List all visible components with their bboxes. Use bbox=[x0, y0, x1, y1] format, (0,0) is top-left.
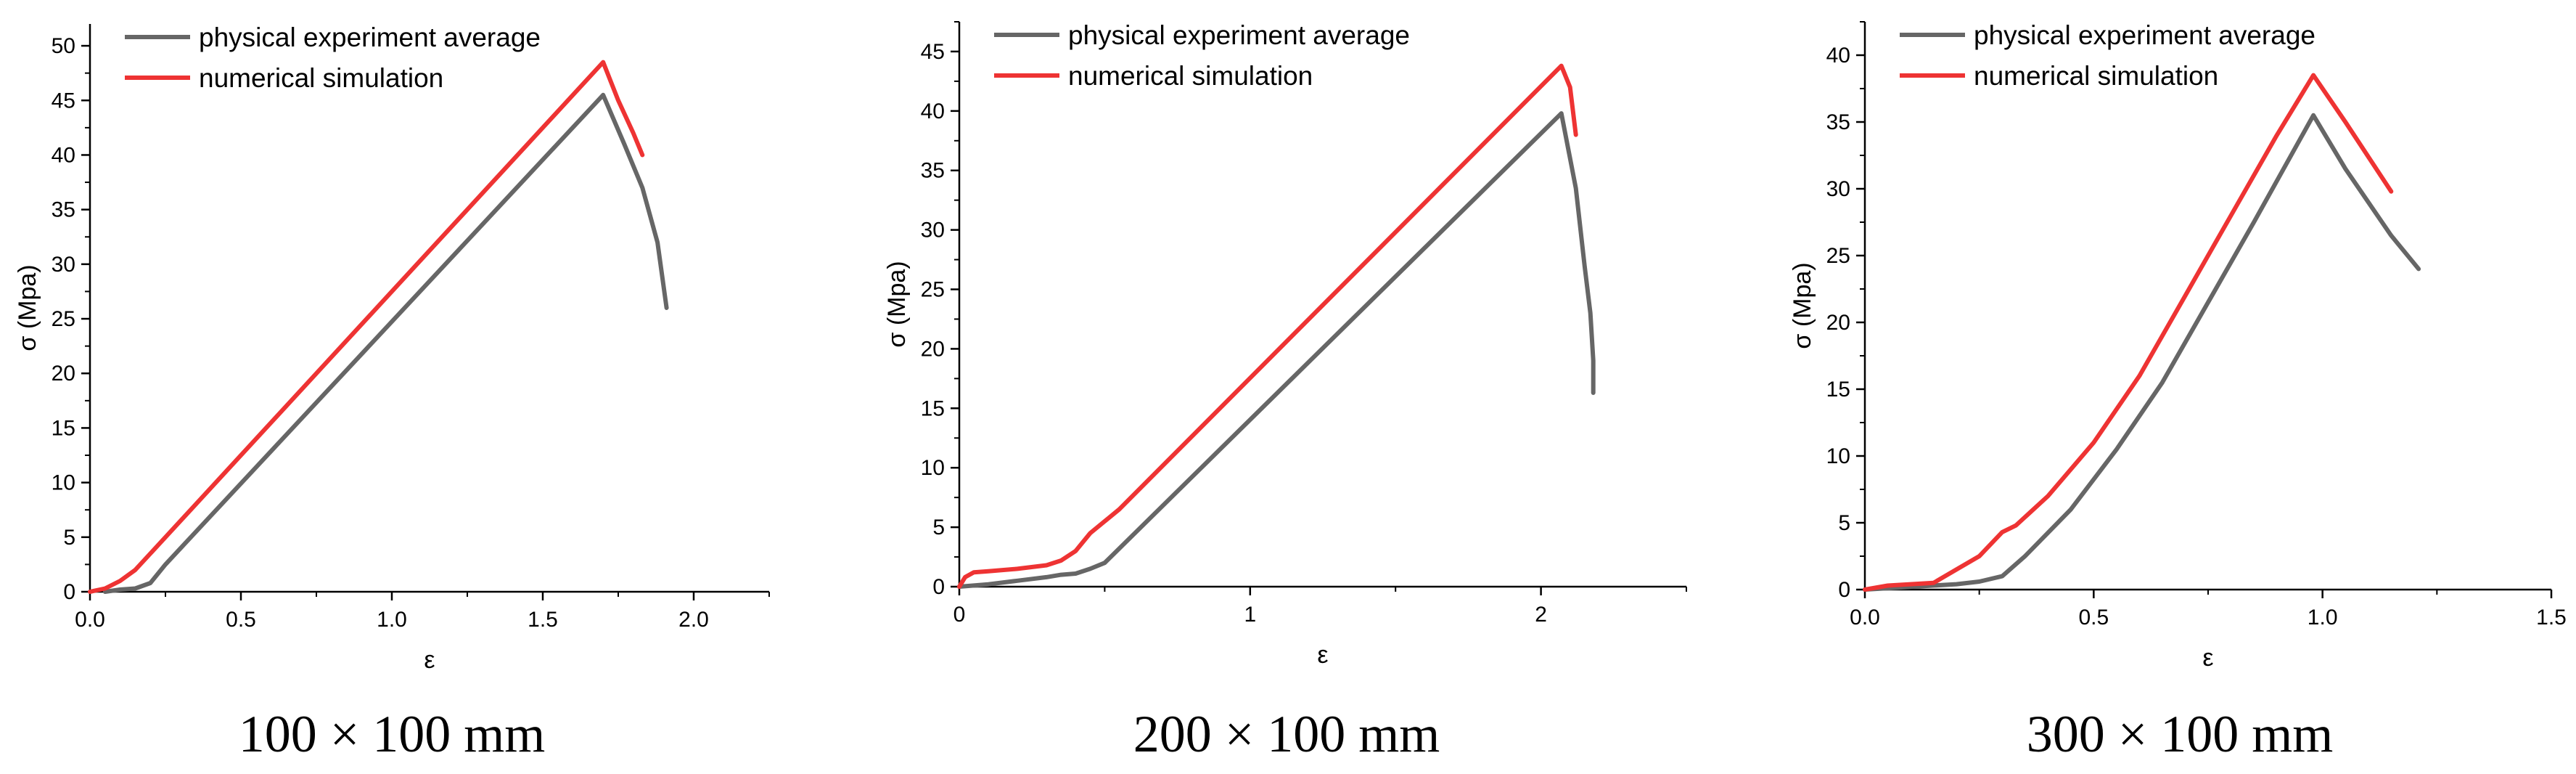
x-tick-label: 1 bbox=[1244, 603, 1256, 627]
y-tick-label: 50 bbox=[52, 34, 75, 58]
y-tick-label: 30 bbox=[1826, 177, 1850, 201]
x-tick-label: 0.0 bbox=[75, 608, 105, 632]
chart-panel-300x100: 0.0 0.5 1.0 1.5 0 5 10 15 20 25 30 35 40 ε σ (Mpa) phys… bbox=[1789, 20, 2567, 763]
x-tick-label: 0.5 bbox=[2078, 606, 2109, 630]
series-line-simulation bbox=[1863, 73, 2394, 592]
y-tick-label: 0 bbox=[63, 580, 75, 604]
y-tick-label: 20 bbox=[52, 362, 75, 386]
x-tick-label: 2 bbox=[1535, 603, 1547, 627]
y-tick-label: 45 bbox=[52, 89, 75, 113]
x-tick-label: 0 bbox=[953, 603, 966, 627]
legend-label: numerical simulation bbox=[1068, 61, 1313, 91]
panel-caption: 100 × 100 mm bbox=[239, 705, 546, 763]
y-tick-label: 15 bbox=[1826, 378, 1850, 402]
y-tick-label: 35 bbox=[1826, 110, 1850, 134]
series-line-simulation bbox=[957, 63, 1578, 589]
series-line-simulation bbox=[88, 60, 645, 594]
y-tick-label: 0 bbox=[1838, 578, 1850, 602]
y-tick-label: 5 bbox=[932, 516, 945, 539]
y-axis-title: σ (Mpa) bbox=[1789, 262, 1816, 349]
y-tick-label: 45 bbox=[921, 40, 945, 64]
y-tick-label: 35 bbox=[52, 198, 75, 222]
y-tick-label: 25 bbox=[1826, 244, 1850, 268]
y-tick-label: 40 bbox=[921, 99, 945, 123]
series-line-experiment bbox=[102, 92, 669, 594]
y-tick-label: 0 bbox=[932, 575, 945, 599]
chart-panel-100x100: 0.0 0.5 1.0 1.5 2.0 0 5 10 15 20 25 30 35 40 45 50 ε σ (M… bbox=[14, 23, 770, 763]
x-axis-title: ε bbox=[1317, 641, 1328, 669]
y-tick-label: 10 bbox=[1826, 444, 1850, 468]
y-axis-title: σ (Mpa) bbox=[14, 264, 41, 351]
legend-label: physical experiment average bbox=[1974, 20, 2315, 50]
y-tick-label: 20 bbox=[921, 337, 945, 361]
y-tick-label: 35 bbox=[921, 159, 945, 183]
y-tick-label: 5 bbox=[1838, 511, 1850, 535]
series-line-experiment bbox=[1863, 113, 2421, 592]
legend-label: numerical simulation bbox=[199, 63, 443, 93]
panel-caption: 200 × 100 mm bbox=[1133, 705, 1440, 763]
y-tick-label: 30 bbox=[921, 219, 945, 243]
legend-label: numerical simulation bbox=[1974, 61, 2218, 91]
x-tick-label: 1.5 bbox=[528, 608, 558, 632]
x-tick-label: 2.0 bbox=[678, 608, 709, 632]
x-tick-label: 1.5 bbox=[2536, 606, 2567, 630]
x-axis-title: ε bbox=[2202, 644, 2213, 672]
series-line-experiment bbox=[957, 111, 1596, 589]
y-tick-label: 40 bbox=[1826, 44, 1850, 68]
x-tick-label: 1.0 bbox=[2308, 606, 2338, 630]
y-tick-label: 25 bbox=[921, 278, 945, 302]
y-tick-label: 30 bbox=[52, 253, 75, 277]
y-tick-label: 10 bbox=[52, 471, 75, 495]
legend-label: physical experiment average bbox=[1068, 20, 1410, 50]
y-tick-label: 5 bbox=[63, 526, 75, 550]
x-tick-label: 0.5 bbox=[226, 608, 256, 632]
y-tick-label: 15 bbox=[52, 416, 75, 440]
y-tick-label: 25 bbox=[52, 307, 75, 331]
x-axis-title: ε bbox=[424, 646, 435, 674]
y-tick-label: 15 bbox=[921, 396, 945, 420]
x-tick-label: 0.0 bbox=[1850, 606, 1880, 630]
y-tick-label: 10 bbox=[921, 456, 945, 480]
x-tick-label: 1.0 bbox=[377, 608, 407, 632]
panel-caption: 300 × 100 mm bbox=[2027, 705, 2334, 763]
y-axis-title: σ (Mpa) bbox=[883, 261, 911, 347]
y-tick-label: 40 bbox=[52, 143, 75, 167]
y-tick-label: 20 bbox=[1826, 311, 1850, 335]
legend-label: physical experiment average bbox=[199, 23, 541, 52]
